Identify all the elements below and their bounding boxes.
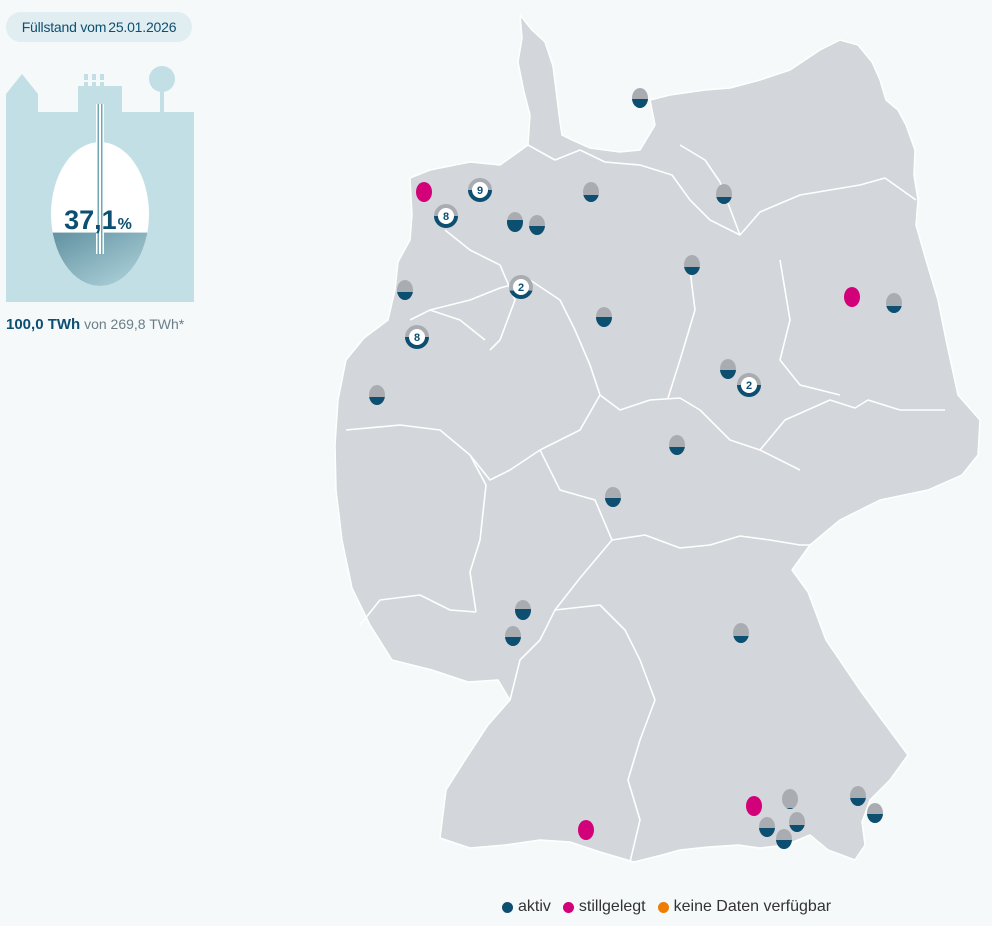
legend-item-stopped: stillgelegt: [562, 898, 646, 916]
storage-site-marker[interactable]: [397, 280, 413, 300]
site-count-label: 8: [443, 211, 449, 223]
storage-site-marker[interactable]: [505, 626, 521, 646]
storage-site-marker[interactable]: [416, 182, 432, 202]
site-stopped-dot: [844, 287, 860, 307]
storage-site-marker[interactable]: [886, 293, 902, 313]
legend-item-nodata: keine Daten verfügbar: [657, 898, 832, 916]
site-count-label: 8: [414, 332, 420, 344]
storage-site-marker[interactable]: [515, 600, 531, 620]
storage-site-marker[interactable]: [605, 487, 621, 507]
storage-site-marker[interactable]: [850, 786, 866, 806]
germany-map: 9 8 2 8 2: [334, 14, 981, 863]
storage-site-marker[interactable]: [632, 88, 648, 108]
storage-site-marker[interactable]: [529, 215, 545, 235]
svg-text:37,1%: 37,1%: [64, 205, 132, 235]
storage-site-marker[interactable]: [789, 812, 805, 832]
storage-site-marker[interactable]: [583, 182, 599, 202]
storage-site-marker[interactable]: [596, 307, 612, 327]
storage-site-marker[interactable]: [578, 820, 594, 840]
storage-site-marker[interactable]: 2: [509, 275, 533, 299]
fill-date-value: 25.01.2026: [108, 19, 177, 35]
site-count-label: 2: [746, 380, 752, 392]
legend-nodata-dot: [657, 901, 669, 913]
storage-site-marker[interactable]: [669, 435, 685, 455]
fill-date-prefix: Füllstand vom: [21, 19, 107, 35]
storage-site-marker[interactable]: 8: [434, 204, 458, 228]
storage-site-marker[interactable]: [844, 287, 860, 307]
storage-site-marker[interactable]: [720, 359, 736, 379]
storage-site-marker[interactable]: [746, 796, 762, 816]
storage-site-marker[interactable]: 2: [737, 373, 761, 397]
legend-nodata-label: keine Daten verfügbar: [673, 898, 832, 915]
storage-site-marker[interactable]: [507, 212, 523, 232]
tank-percent-unit: %: [118, 216, 132, 233]
storage-site-marker[interactable]: [716, 184, 732, 204]
storage-sites-layer: 9 8 2 8 2: [369, 88, 902, 849]
legend-stopped-label: stillgelegt: [578, 898, 646, 915]
fill-total-twh: von 269,8 TWh*: [84, 316, 185, 332]
storage-tank-graphic: 37,1%: [6, 66, 194, 302]
storage-site-marker[interactable]: [867, 803, 883, 823]
site-count-label: 9: [477, 185, 483, 197]
fill-date-badge: Füllstand vom 25.01.2026: [6, 12, 192, 42]
site-stopped-dot: [746, 796, 762, 816]
tank-pipe: [96, 104, 104, 254]
storage-site-marker[interactable]: [733, 623, 749, 643]
site-stopped-dot: [578, 820, 594, 840]
storage-site-marker[interactable]: [776, 829, 792, 849]
legend-item-active: aktiv: [502, 898, 551, 916]
legend-stopped-dot: [562, 901, 574, 913]
storage-site-marker[interactable]: [759, 817, 775, 837]
legend-active-dot: [502, 901, 513, 913]
storage-site-marker[interactable]: 8: [405, 325, 429, 349]
site-count-label: 2: [518, 282, 524, 294]
storage-site-marker[interactable]: [782, 789, 798, 809]
site-stopped-dot: [416, 182, 432, 202]
storage-site-marker[interactable]: [684, 255, 700, 275]
legend-active-label: aktiv: [518, 898, 551, 915]
storage-site-marker[interactable]: 9: [468, 178, 492, 202]
fill-summary: 100,0 TWh von 269,8 TWh*: [6, 316, 184, 333]
state-borders: [345, 144, 945, 863]
map-legend: aktiv stillgelegt keine Daten verfügbar: [502, 898, 831, 916]
germany-outline: [334, 14, 981, 863]
fill-current-twh: 100,0 TWh: [6, 316, 81, 333]
storage-site-marker[interactable]: [369, 385, 385, 405]
tank-percent-value: 37,1: [64, 205, 117, 235]
